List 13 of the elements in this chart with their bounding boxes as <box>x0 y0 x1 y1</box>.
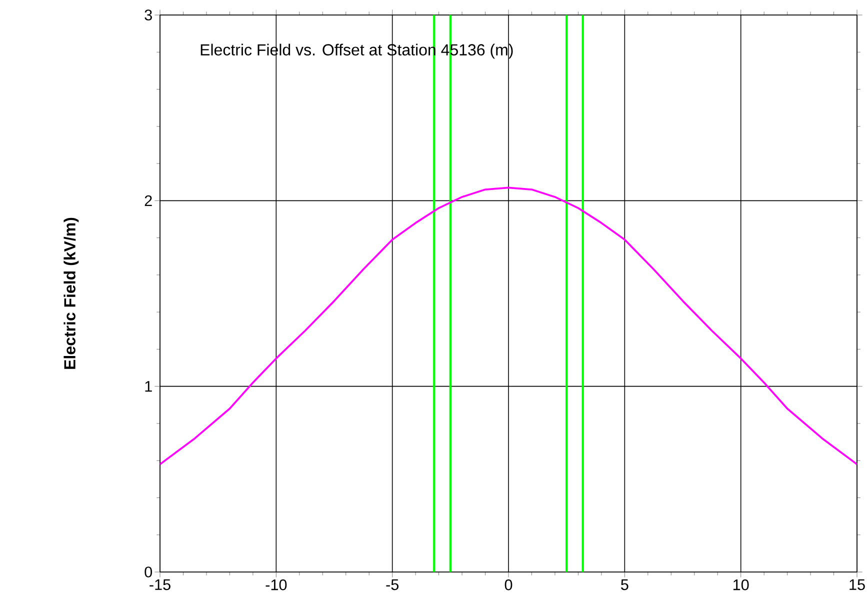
line-series <box>160 186 858 466</box>
x-tick-label: 5 <box>621 579 628 590</box>
y-tick-label: 2 <box>144 195 152 206</box>
x-tick-label: 0 <box>504 579 512 590</box>
x-tick-label: -5 <box>386 579 399 590</box>
x-tick-label: 15 <box>850 579 865 590</box>
y-tick-label: 3 <box>144 10 152 20</box>
y-tick-label: 0 <box>144 566 152 578</box>
y-tick-label: 1 <box>145 381 152 392</box>
x-tick-label: -10 <box>266 579 287 590</box>
y-axis-title: Electric Field (kV/m) <box>64 218 79 369</box>
x-tick-label: -15 <box>150 579 170 590</box>
x-tick-label: 10 <box>733 579 749 590</box>
